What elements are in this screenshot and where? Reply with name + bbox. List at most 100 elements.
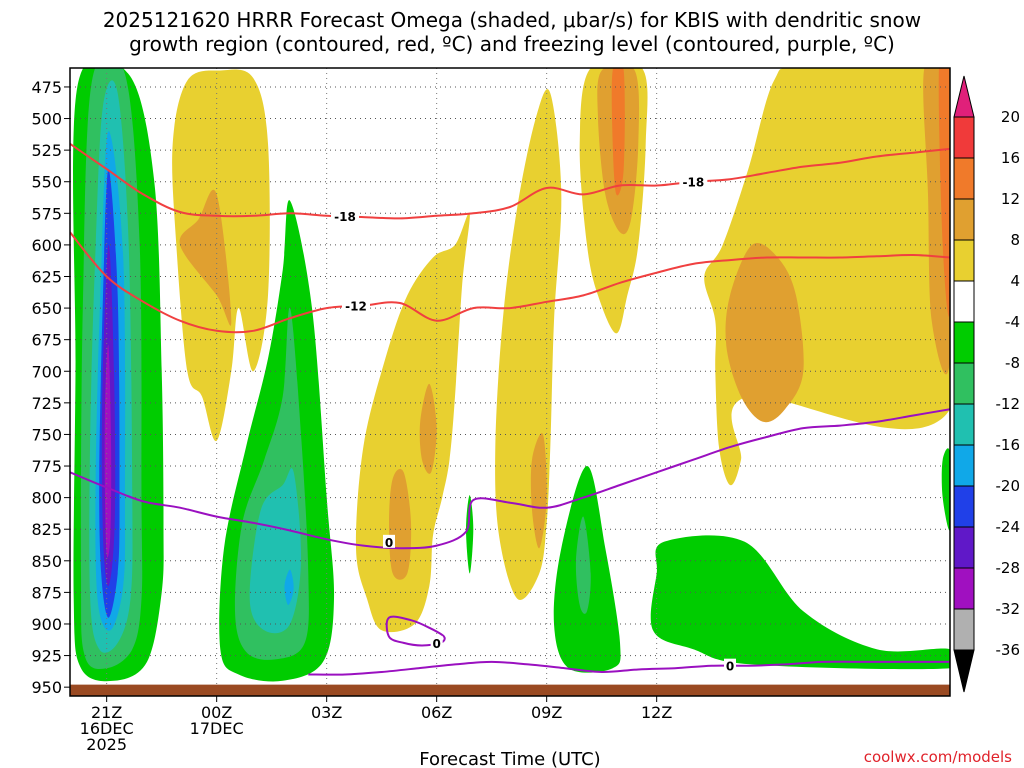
- omega-yellow-06z: [355, 212, 470, 633]
- colorbar-bin-3: [953, 239, 975, 282]
- y-axis-pressure-ticks: 475 500 525 550 575 600 625 650 675 700 725 750 775 8…: [31, 78, 70, 697]
- colorbar-label-6: -8: [1005, 354, 1020, 372]
- colorbar-label-3: 8: [1010, 231, 1020, 249]
- colorbar-label-9: -20: [996, 477, 1021, 495]
- plot-frame: [69, 67, 951, 697]
- y-tick-label-600: 600: [31, 236, 62, 255]
- contour-lines: -18 -18 -12 0 0 0: [70, 142, 950, 676]
- colorbar-bin-12: [953, 608, 975, 651]
- x-tick-label-00Z-0: 00Z: [201, 703, 232, 722]
- dgz-label-1: -18: [682, 176, 704, 190]
- omega-lightblue-02z: [284, 569, 294, 606]
- dgz-label-2: -12: [345, 300, 367, 314]
- colorbar-bin-5: [953, 321, 975, 364]
- x-tick-label-06Z-0: 06Z: [421, 703, 452, 722]
- y-tick-label-900: 900: [31, 615, 62, 634]
- colorbar-under-triangle: [953, 649, 975, 693]
- ground-terrain: [70, 684, 950, 696]
- omega-shaded-regions: [73, 68, 950, 682]
- omega-green-0630: [466, 495, 474, 574]
- omega-orange-06z-upper: [419, 383, 437, 474]
- y-tick-label-650: 650: [31, 299, 62, 318]
- omega-seagreen-10z: [575, 516, 591, 614]
- omega-violet-21z: [104, 344, 112, 558]
- freezing-label-0-bg: [383, 534, 395, 548]
- colorbar-bin-10: [953, 526, 975, 569]
- y-tick-label-525: 525: [31, 141, 62, 160]
- colorbar-label-0: 20: [1001, 108, 1020, 126]
- freezing-label-0: 0: [385, 536, 393, 550]
- y-tick-label-675: 675: [31, 331, 62, 350]
- freezing-label-2-bg: [724, 658, 736, 672]
- colorbar-label-10: -24: [996, 518, 1021, 536]
- colorbar-bin-4: [953, 280, 975, 323]
- dgz-contour--12: [70, 231, 950, 334]
- colorbar-over-triangle: [953, 75, 975, 118]
- y-tick-label-775: 775: [31, 457, 62, 476]
- colorbar-bin-1: [953, 157, 975, 200]
- colorbar-label-13: -36: [996, 641, 1021, 659]
- y-tick-label-875: 875: [31, 583, 62, 602]
- x-axis-label: Forecast Time (UTC): [419, 749, 600, 768]
- y-tick-label-625: 625: [31, 267, 62, 286]
- x-tick-label-00Z-1: 17DEC: [190, 719, 244, 738]
- colorbar-label-8: -16: [996, 436, 1021, 454]
- colorbar-bin-2: [953, 198, 975, 241]
- y-tick-label-575: 575: [31, 204, 62, 223]
- x-tick-label-09Z-0: 09Z: [531, 703, 562, 722]
- x-tick-label-12Z-0: 12Z: [641, 703, 672, 722]
- colorbar-bin-9: [953, 485, 975, 528]
- omega-green-14z-edge: [941, 448, 950, 531]
- dgz-label-0-bg: [331, 208, 359, 222]
- source-credit: coolwx.com/models: [864, 748, 1012, 766]
- y-tick-label-825: 825: [31, 520, 62, 539]
- chart-title-line1: 2025121620 HRRR Forecast Omega (shaded, …: [103, 8, 921, 32]
- colorbar: 20 16 12 8 4 -4 -8 -12 -16 -20 -24 -28 -32 -36: [953, 75, 1021, 693]
- freezing-level-contour-1: [308, 660, 950, 676]
- omega-orange-13z: [725, 242, 804, 423]
- freezing-level-contour-0: [70, 408, 950, 550]
- dgz-contour--18: [70, 142, 950, 220]
- freezing-label-2: 0: [726, 660, 734, 674]
- y-tick-label-725: 725: [31, 394, 62, 413]
- y-tick-label-925: 925: [31, 647, 62, 666]
- dgz-label-2-bg: [342, 298, 370, 312]
- dotted-grid: [70, 68, 950, 696]
- plot-area: -18 -18 -12 0 0 0: [69, 67, 951, 697]
- y-tick-label-750: 750: [31, 425, 62, 444]
- chart-title-line2: growth region (contoured, red, ºC) and f…: [129, 32, 895, 56]
- x-tick-label-21Z-2: 2025: [86, 735, 127, 754]
- colorbar-bin-0: [953, 116, 975, 159]
- omega-green-12z: [650, 535, 950, 670]
- colorbar-label-5: -4: [1005, 313, 1020, 331]
- y-tick-label-800: 800: [31, 489, 62, 508]
- y-tick-label-550: 550: [31, 173, 62, 192]
- x-tick-label-21Z-0: 21Z: [91, 703, 122, 722]
- colorbar-label-2: 12: [1001, 190, 1020, 208]
- dgz-label-0: -18: [334, 210, 356, 224]
- y-tick-label-475: 475: [31, 78, 62, 97]
- y-tick-label-500: 500: [31, 110, 62, 129]
- dgz-label-1-bg: [679, 174, 708, 188]
- y-tick-label-850: 850: [31, 552, 62, 571]
- y-tick-label-950: 950: [31, 678, 62, 697]
- x-tick-label-21Z-1: 16DEC: [80, 719, 134, 738]
- freezing-label-1-bg: [430, 635, 443, 649]
- colorbar-label-11: -28: [996, 559, 1021, 577]
- omega-orange-00z: [179, 189, 232, 326]
- x-tick-label-03Z-0: 03Z: [311, 703, 342, 722]
- colorbar-bin-11: [953, 567, 975, 610]
- omega-darkorange-13z-top: [938, 68, 950, 317]
- colorbar-label-1: 16: [1001, 149, 1020, 167]
- colorbar-bin-6: [953, 362, 975, 405]
- colorbar-bin-7: [953, 403, 975, 446]
- omega-orange-09z: [530, 433, 547, 549]
- freezing-label-1: 0: [432, 637, 440, 651]
- omega-orange-06z-lower: [389, 468, 412, 580]
- colorbar-label-7: -12: [996, 395, 1021, 413]
- colorbar-label-12: -32: [996, 600, 1021, 618]
- colorbar-bin-8: [953, 444, 975, 487]
- omega-darkorange-11z: [611, 68, 625, 196]
